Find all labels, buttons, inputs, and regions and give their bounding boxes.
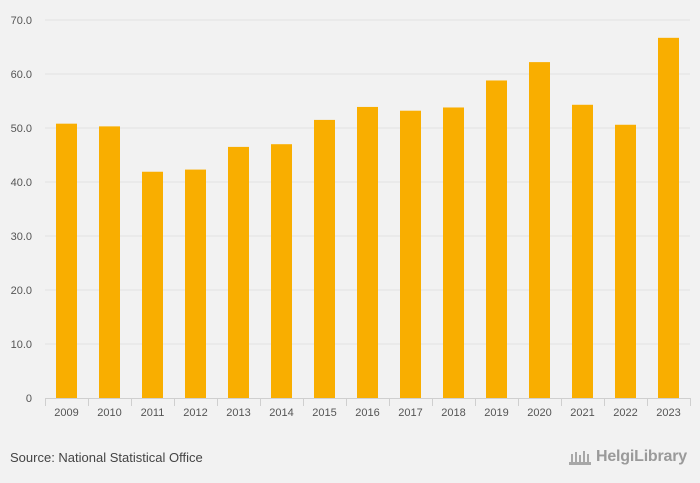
x-tick-labels: 2009 2010 2011 2012 2013 2014 2015 2016 2017 2018… (54, 407, 680, 419)
y-tick-label: 10.0 (11, 339, 32, 351)
bar-2016[interactable] (357, 106, 378, 398)
bar-2014[interactable] (271, 144, 292, 398)
y-tick-label: 60.0 (11, 69, 32, 81)
bar-2020[interactable] (529, 62, 550, 399)
bar-2017[interactable] (400, 110, 421, 398)
y-tick-label: 20.0 (11, 285, 32, 297)
x-tick-label: 2015 (312, 407, 336, 419)
bar-chart: 010.020.030.040.050.060.070.0 2009 2010 20… (11, 15, 691, 419)
bars (56, 37, 679, 399)
source-note: Source: National Statistical Office (10, 450, 203, 465)
y-tick-label: 30.0 (11, 231, 32, 243)
x-tick-label: 2009 (54, 407, 78, 419)
x-tick-label: 2010 (97, 407, 121, 419)
x-tick-label: 2011 (141, 407, 165, 419)
bar-2022[interactable] (615, 124, 636, 398)
bar-2018[interactable] (443, 107, 464, 398)
bar-2010[interactable] (99, 126, 120, 398)
bar-2023[interactable] (658, 37, 679, 398)
y-tick-labels: 0 10.0 20.0 30.0 40.0 50.0 60.0 70.0 (11, 15, 32, 405)
x-tick-label: 2023 (656, 407, 680, 419)
bar-2013[interactable] (228, 146, 249, 398)
x-tick-label: 2016 (355, 407, 379, 419)
brand-name: HelgiLibrary (596, 448, 687, 465)
bar-2015[interactable] (314, 119, 335, 399)
bar-2011[interactable] (142, 171, 163, 398)
y-tick-label: 40.0 (11, 177, 32, 189)
x-tick-label: 2022 (613, 407, 637, 419)
bar-2021[interactable] (572, 104, 593, 398)
x-tick-label: 2017 (398, 407, 422, 419)
x-tick-label: 2019 (484, 407, 508, 419)
x-tick-label: 2018 (441, 407, 465, 419)
x-tick-label: 2020 (527, 407, 551, 419)
x-tick-label: 2012 (183, 407, 207, 419)
x-tick-label: 2014 (269, 407, 293, 419)
bar-2009[interactable] (56, 123, 77, 399)
x-axis (45, 398, 691, 406)
bar-2019[interactable] (486, 80, 507, 398)
library-building-icon (569, 451, 591, 465)
x-tick-label: 2021 (570, 407, 594, 419)
brand-logo[interactable]: HelgiLibrary (568, 448, 687, 466)
bar-2012[interactable] (185, 169, 206, 398)
x-tick-label: 2013 (226, 407, 250, 419)
y-tick-label: 50.0 (11, 123, 32, 135)
y-tick-label: 0 (26, 393, 32, 405)
y-tick-label: 70.0 (11, 15, 32, 27)
